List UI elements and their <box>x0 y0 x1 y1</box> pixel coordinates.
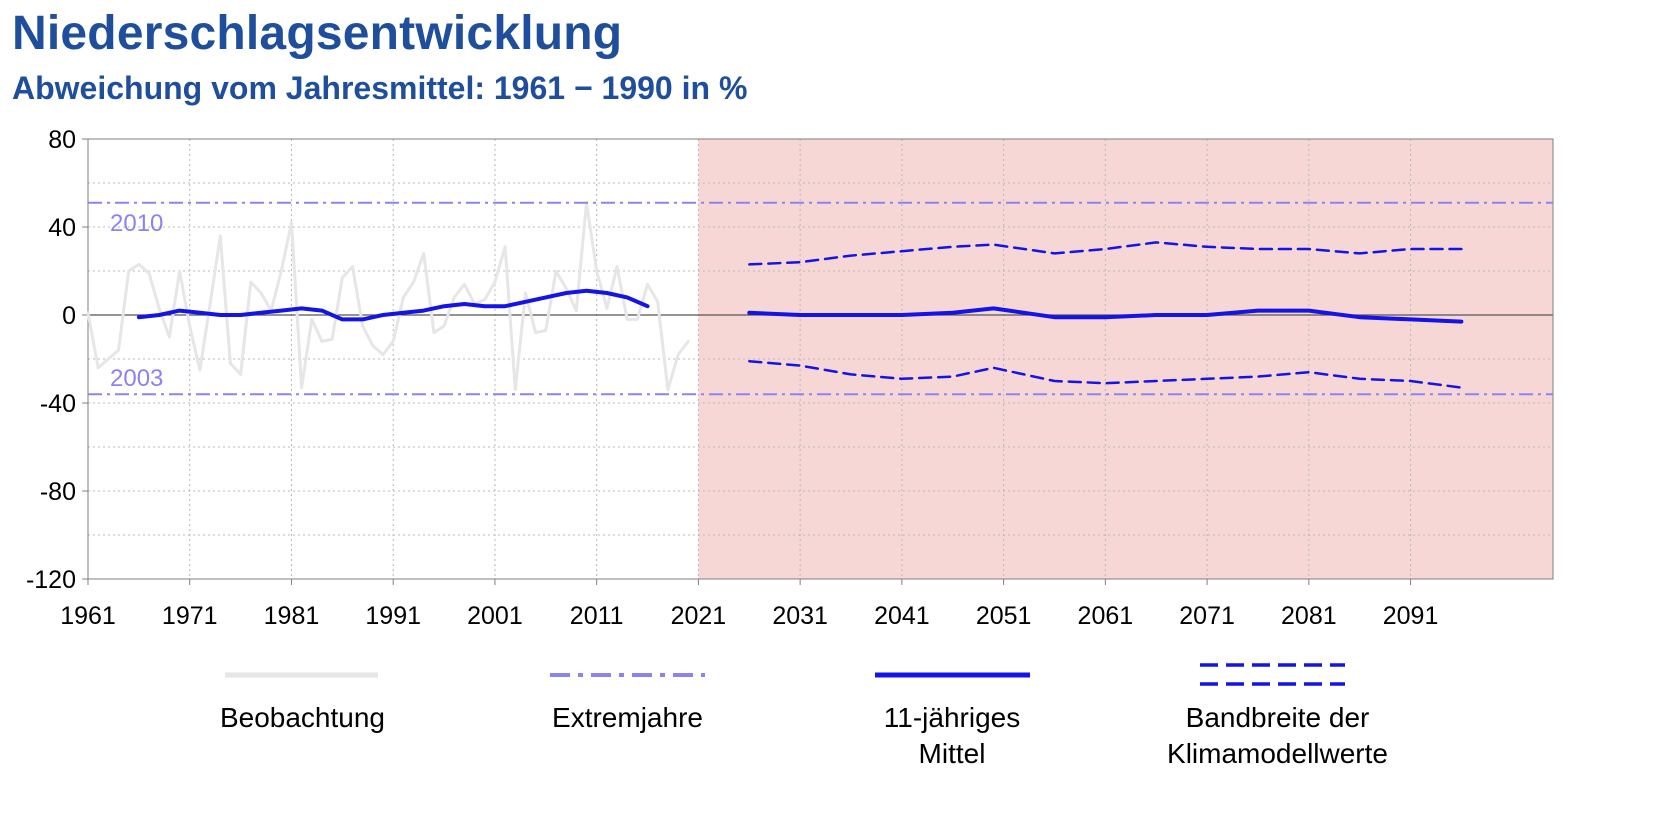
legend-item-mean: 11-jähriges Mittel <box>862 700 1042 772</box>
legend-item-observation: Beobachtung <box>190 700 415 736</box>
x-tick-label: 2061 <box>1078 602 1134 630</box>
y-tick-label: 80 <box>48 126 76 154</box>
legend-label-range: Bandbreite der Klimamodellwerte <box>1167 702 1388 769</box>
page-title: Niederschlagsentwicklung <box>12 7 623 60</box>
x-tick-label: 1981 <box>264 602 320 630</box>
legend-item-extreme: Extremjahre <box>515 700 740 736</box>
page-subtitle: Abweichung vom Jahresmittel: 1961 − 1990… <box>12 70 748 106</box>
x-tick-label: 2021 <box>671 602 727 630</box>
x-tick-label: 2071 <box>1179 602 1235 630</box>
mean-line <box>136 288 650 322</box>
observation-line <box>86 201 690 392</box>
x-tick-label: 2011 <box>570 602 624 630</box>
y-tick-label: -80 <box>40 478 76 506</box>
extreme-year-label: 2010 <box>110 210 163 237</box>
extreme-year-label: 2003 <box>110 365 163 392</box>
model-range-line <box>748 241 1463 266</box>
y-tick-label: 0 <box>62 302 76 330</box>
y-tick-label: 40 <box>48 214 76 242</box>
model-range-line <box>748 359 1463 389</box>
x-tick-label: 2001 <box>467 602 523 630</box>
y-tick-label: -40 <box>40 390 76 418</box>
legend-label-extreme: Extremjahre <box>552 702 703 733</box>
x-tick-label: 2051 <box>976 602 1032 630</box>
legend-item-range: Bandbreite der Klimamodellwerte <box>1130 700 1425 772</box>
legend-label-mean: 11-jähriges Mittel <box>883 702 1021 769</box>
y-tick-label: -120 <box>26 566 76 594</box>
x-tick-label: 2091 <box>1383 602 1439 630</box>
x-tick-label: 1991 <box>365 602 421 630</box>
x-tick-label: 2041 <box>874 602 930 630</box>
x-tick-label: 2081 <box>1281 602 1337 630</box>
legend-label-observation: Beobachtung <box>219 702 386 733</box>
plot-frame <box>87 138 1554 580</box>
mean-line <box>747 306 1464 324</box>
x-tick-label: 1971 <box>162 602 218 630</box>
x-tick-label: 2031 <box>772 602 828 630</box>
x-tick-label: 1961 <box>60 602 116 630</box>
